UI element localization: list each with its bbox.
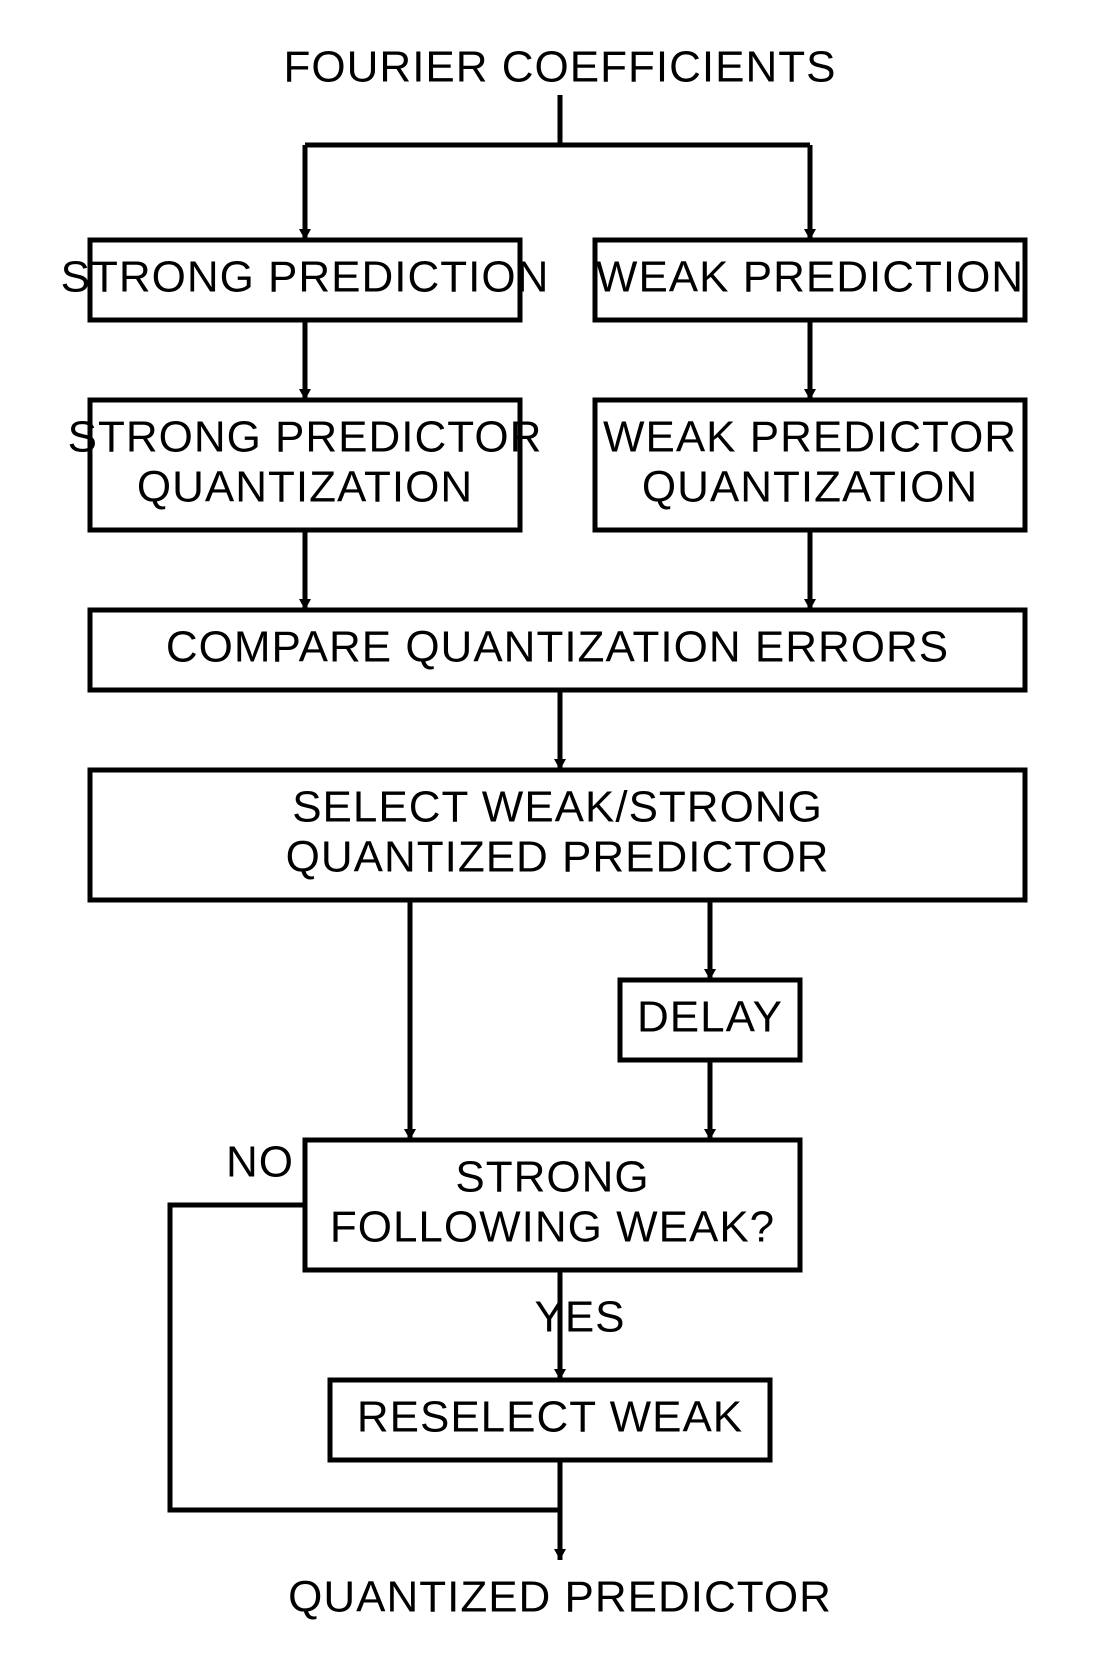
label-sel-0: SELECT WEAK/STRONG xyxy=(292,783,823,832)
node-title: FOURIER COEFFICIENTS xyxy=(284,43,837,92)
node-spq: STRONG PREDICTORQUANTIZATION xyxy=(68,400,543,530)
node-wpq: WEAK PREDICTORQUANTIZATION xyxy=(595,400,1025,530)
label-sel-1: QUANTIZED PREDICTOR xyxy=(286,833,830,882)
node-sel: SELECT WEAK/STRONGQUANTIZED PREDICTOR xyxy=(90,770,1025,900)
label-wpq-1: QUANTIZATION xyxy=(642,463,978,512)
edge-label-no: NO xyxy=(226,1138,294,1187)
label-title-0: FOURIER COEFFICIENTS xyxy=(284,43,837,92)
node-delay: DELAY xyxy=(620,980,800,1060)
label-wpq-0: WEAK PREDICTOR xyxy=(603,413,1017,462)
label-wp-0: WEAK PREDICTION xyxy=(596,253,1024,302)
node-out: QUANTIZED PREDICTOR xyxy=(288,1573,832,1622)
label-spq-0: STRONG PREDICTOR xyxy=(68,413,543,462)
node-wp: WEAK PREDICTION xyxy=(595,240,1025,320)
label-out-0: QUANTIZED PREDICTOR xyxy=(288,1573,832,1622)
node-cmp: COMPARE QUANTIZATION ERRORS xyxy=(90,610,1025,690)
label-dec-1: FOLLOWING WEAK? xyxy=(330,1203,775,1252)
node-dec: STRONGFOLLOWING WEAK? xyxy=(305,1140,800,1270)
label-resel-0: RESELECT WEAK xyxy=(357,1393,743,1442)
node-sp: STRONG PREDICTION xyxy=(61,240,550,320)
node-resel: RESELECT WEAK xyxy=(330,1380,770,1460)
label-cmp-0: COMPARE QUANTIZATION ERRORS xyxy=(166,623,949,672)
label-spq-1: QUANTIZATION xyxy=(137,463,473,512)
label-delay-0: DELAY xyxy=(637,993,783,1042)
edge-label-yes: YES xyxy=(534,1293,625,1342)
label-sp-0: STRONG PREDICTION xyxy=(61,253,550,302)
label-dec-0: STRONG xyxy=(455,1153,649,1202)
